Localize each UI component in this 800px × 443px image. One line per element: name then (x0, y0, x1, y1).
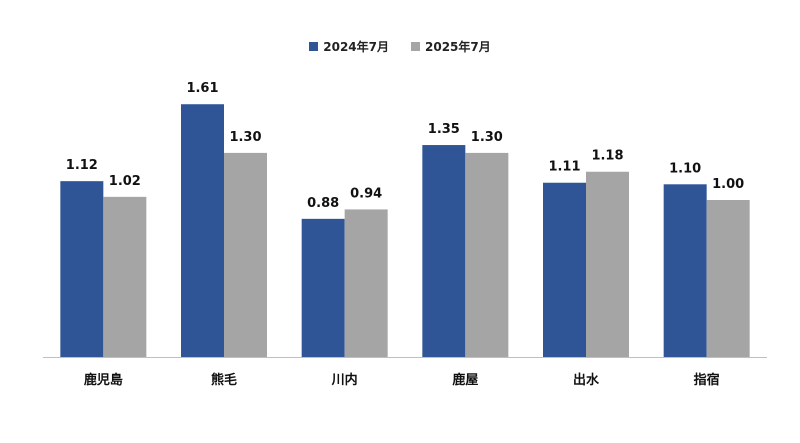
data-label-2024-1: 1.61 (186, 81, 218, 96)
data-label-2025-4: 1.18 (591, 149, 623, 164)
bar-2025-1 (224, 152, 267, 357)
data-label-2024-3: 1.35 (428, 122, 460, 137)
data-label-2024-0: 1.12 (66, 158, 98, 173)
bar-2024-2 (301, 218, 345, 357)
data-label-2024-2: 0.88 (307, 196, 339, 211)
category-label-5: 指宿 (694, 372, 720, 388)
legend-item-2025: 2025年7月 (411, 38, 491, 55)
legend: 2024年7月 2025年7月 (0, 38, 800, 55)
category-label-3: 鹿屋 (452, 372, 478, 388)
data-label-2025-1: 1.30 (229, 130, 261, 145)
bar-2025-3 (465, 152, 509, 357)
legend-swatch-2025 (411, 42, 420, 51)
data-label-2025-0: 1.02 (109, 174, 141, 189)
category-label-1: 熊毛 (211, 372, 237, 388)
legend-label-2025: 2025年7月 (425, 40, 491, 54)
category-label-2: 川内 (331, 372, 358, 388)
data-label-2024-4: 1.11 (548, 160, 580, 175)
bar-2024-1 (181, 104, 224, 357)
legend-item-2024: 2024年7月 (309, 38, 389, 55)
bar-2024-4 (543, 182, 586, 357)
bar-2025-2 (344, 209, 388, 357)
bar-2024-3 (422, 145, 466, 357)
legend-label-2024: 2024年7月 (323, 40, 389, 54)
bar-2025-0 (103, 196, 147, 357)
bar-2025-4 (586, 171, 629, 357)
category-label-0: 鹿児島 (84, 372, 123, 388)
data-label-2025-3: 1.30 (471, 130, 503, 145)
bar-2025-5 (706, 200, 750, 357)
data-label-2025-2: 0.94 (350, 186, 382, 201)
bar-2024-5 (663, 184, 707, 357)
category-label-4: 出水 (573, 372, 600, 388)
bar-2024-0 (60, 181, 104, 357)
legend-swatch-2024 (309, 42, 319, 51)
data-label-2025-5: 1.00 (712, 177, 744, 192)
data-label-2024-5: 1.10 (669, 161, 701, 176)
